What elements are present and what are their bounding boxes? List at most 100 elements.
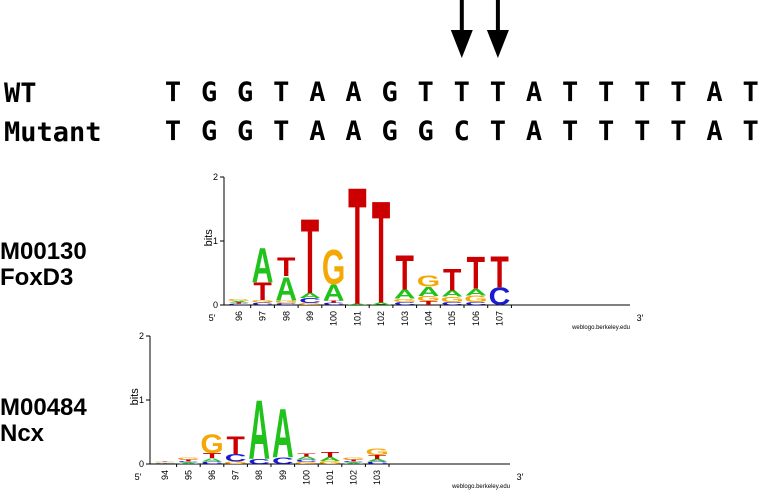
logo-letter-A: A (178, 462, 200, 464)
position-label: 106 (471, 311, 481, 326)
motif-ncx-id: M00484 (0, 394, 87, 421)
logo-letter-T: T (297, 452, 315, 457)
logo-letter-C: C (465, 301, 487, 306)
motif-foxd3-id: M00130 (0, 238, 87, 265)
weblogo-credit: weblogo.berkeley.edu (451, 484, 510, 490)
mutant-base: A (525, 116, 543, 147)
wt-base: T (164, 77, 182, 108)
mutant-base: G (237, 116, 254, 147)
wt-base: A (706, 77, 723, 108)
mutant-label: Mutant (4, 117, 102, 148)
wt-base: T (489, 77, 507, 108)
mutant-base: T (273, 116, 290, 147)
logo-letter-C: C (366, 461, 388, 465)
logo-letter-G: G (366, 447, 389, 457)
logo-letter-G: G (153, 462, 176, 463)
mutant-base: A (706, 116, 723, 147)
mutant-base: C (453, 116, 470, 147)
logo-letter-T: T (156, 461, 174, 462)
logo-letter-T: T (203, 452, 222, 460)
logo-stack: CA (248, 384, 270, 477)
logo-letter-C: C (299, 297, 321, 305)
logo-letter-C: C (441, 301, 463, 306)
position-label: 101 (352, 311, 362, 326)
position-label: 103 (372, 470, 382, 485)
logo-letter-A: A (346, 303, 368, 305)
wt-base: G (237, 77, 254, 108)
mutant-base: T (489, 116, 507, 147)
logo-letter-A: A (228, 301, 250, 303)
motif-ncx-name: Ncx (0, 420, 45, 448)
logo-letter-T: T (321, 450, 340, 458)
weblogo-credit: weblogo.berkeley.edu (571, 325, 630, 331)
logo-letter-C: C (248, 457, 270, 465)
y-tick-label: 2 (139, 331, 144, 341)
motif-foxd3-label: M00130 FoxD3 (0, 238, 87, 292)
logo-letter-G: G (200, 430, 223, 460)
wt-base: T (670, 77, 687, 108)
wt-base: T (417, 77, 434, 108)
wt-base: T (561, 77, 579, 108)
logo-letter-A: A (296, 456, 318, 461)
logo-letter-A: A (343, 462, 365, 464)
position-label: 100 (301, 470, 311, 485)
logo-letter-G: G (417, 273, 440, 291)
logo-letter-G: G (227, 299, 250, 302)
mutant-base: G (417, 116, 434, 147)
wt-base: T (742, 77, 759, 108)
y-tick-label: 1 (139, 395, 144, 405)
logo-stack: AT (346, 153, 368, 339)
logo-letter-A: A (441, 289, 463, 299)
logo-letter-T: T (226, 431, 245, 459)
wt-base: T (634, 77, 651, 108)
logo-letter-T: T (230, 302, 248, 304)
logo-letter-T: T (301, 196, 319, 316)
five-prime-label: 5′ (209, 313, 216, 323)
logo-letter-C: C (201, 461, 223, 465)
position-label: 96 (207, 470, 217, 480)
logo-letter-T: T (179, 459, 197, 462)
wt-label: WT (4, 78, 37, 109)
logo-letter-G: G (275, 300, 298, 304)
logo-letter-A: A (394, 287, 416, 301)
logo-letter-C: C (252, 302, 274, 306)
logo-letter-T: T (344, 459, 362, 462)
logo-letter-C: C (178, 461, 200, 463)
mutant-base: T (742, 116, 759, 147)
wt-base: G (381, 77, 398, 108)
position-label: 107 (495, 311, 505, 326)
logo-letter-A: A (465, 287, 487, 297)
logo-stack: GCT (224, 431, 247, 465)
position-label: 103 (400, 311, 410, 326)
logo-letter-A: A (370, 302, 392, 306)
position-label: 98 (254, 470, 264, 480)
position-label: 98 (281, 311, 291, 321)
logo-letter-C: C (272, 456, 294, 466)
logo-letter-G: G (177, 457, 200, 460)
logo-letter-C: C (275, 303, 297, 306)
five-prime-label: 5′ (135, 472, 142, 482)
logo-letter-G: G (393, 298, 416, 303)
logo-letter-A: A (275, 270, 297, 308)
logo-letter-C: C (228, 303, 250, 305)
position-label: 102 (349, 470, 359, 485)
position-label: 102 (376, 311, 386, 326)
logo-stack: CA (272, 397, 294, 474)
logo-letter-G: G (342, 457, 365, 460)
y-axis-label: bits (129, 388, 141, 406)
mutant-base: G (381, 116, 398, 147)
y-tick-label: 1 (213, 236, 218, 246)
mutation-arrow (486, 0, 509, 58)
position-label: 105 (447, 311, 457, 326)
position-label: 97 (231, 470, 241, 480)
three-prime-label: 3′ (517, 472, 524, 482)
logo-letter-G: G (464, 294, 487, 304)
